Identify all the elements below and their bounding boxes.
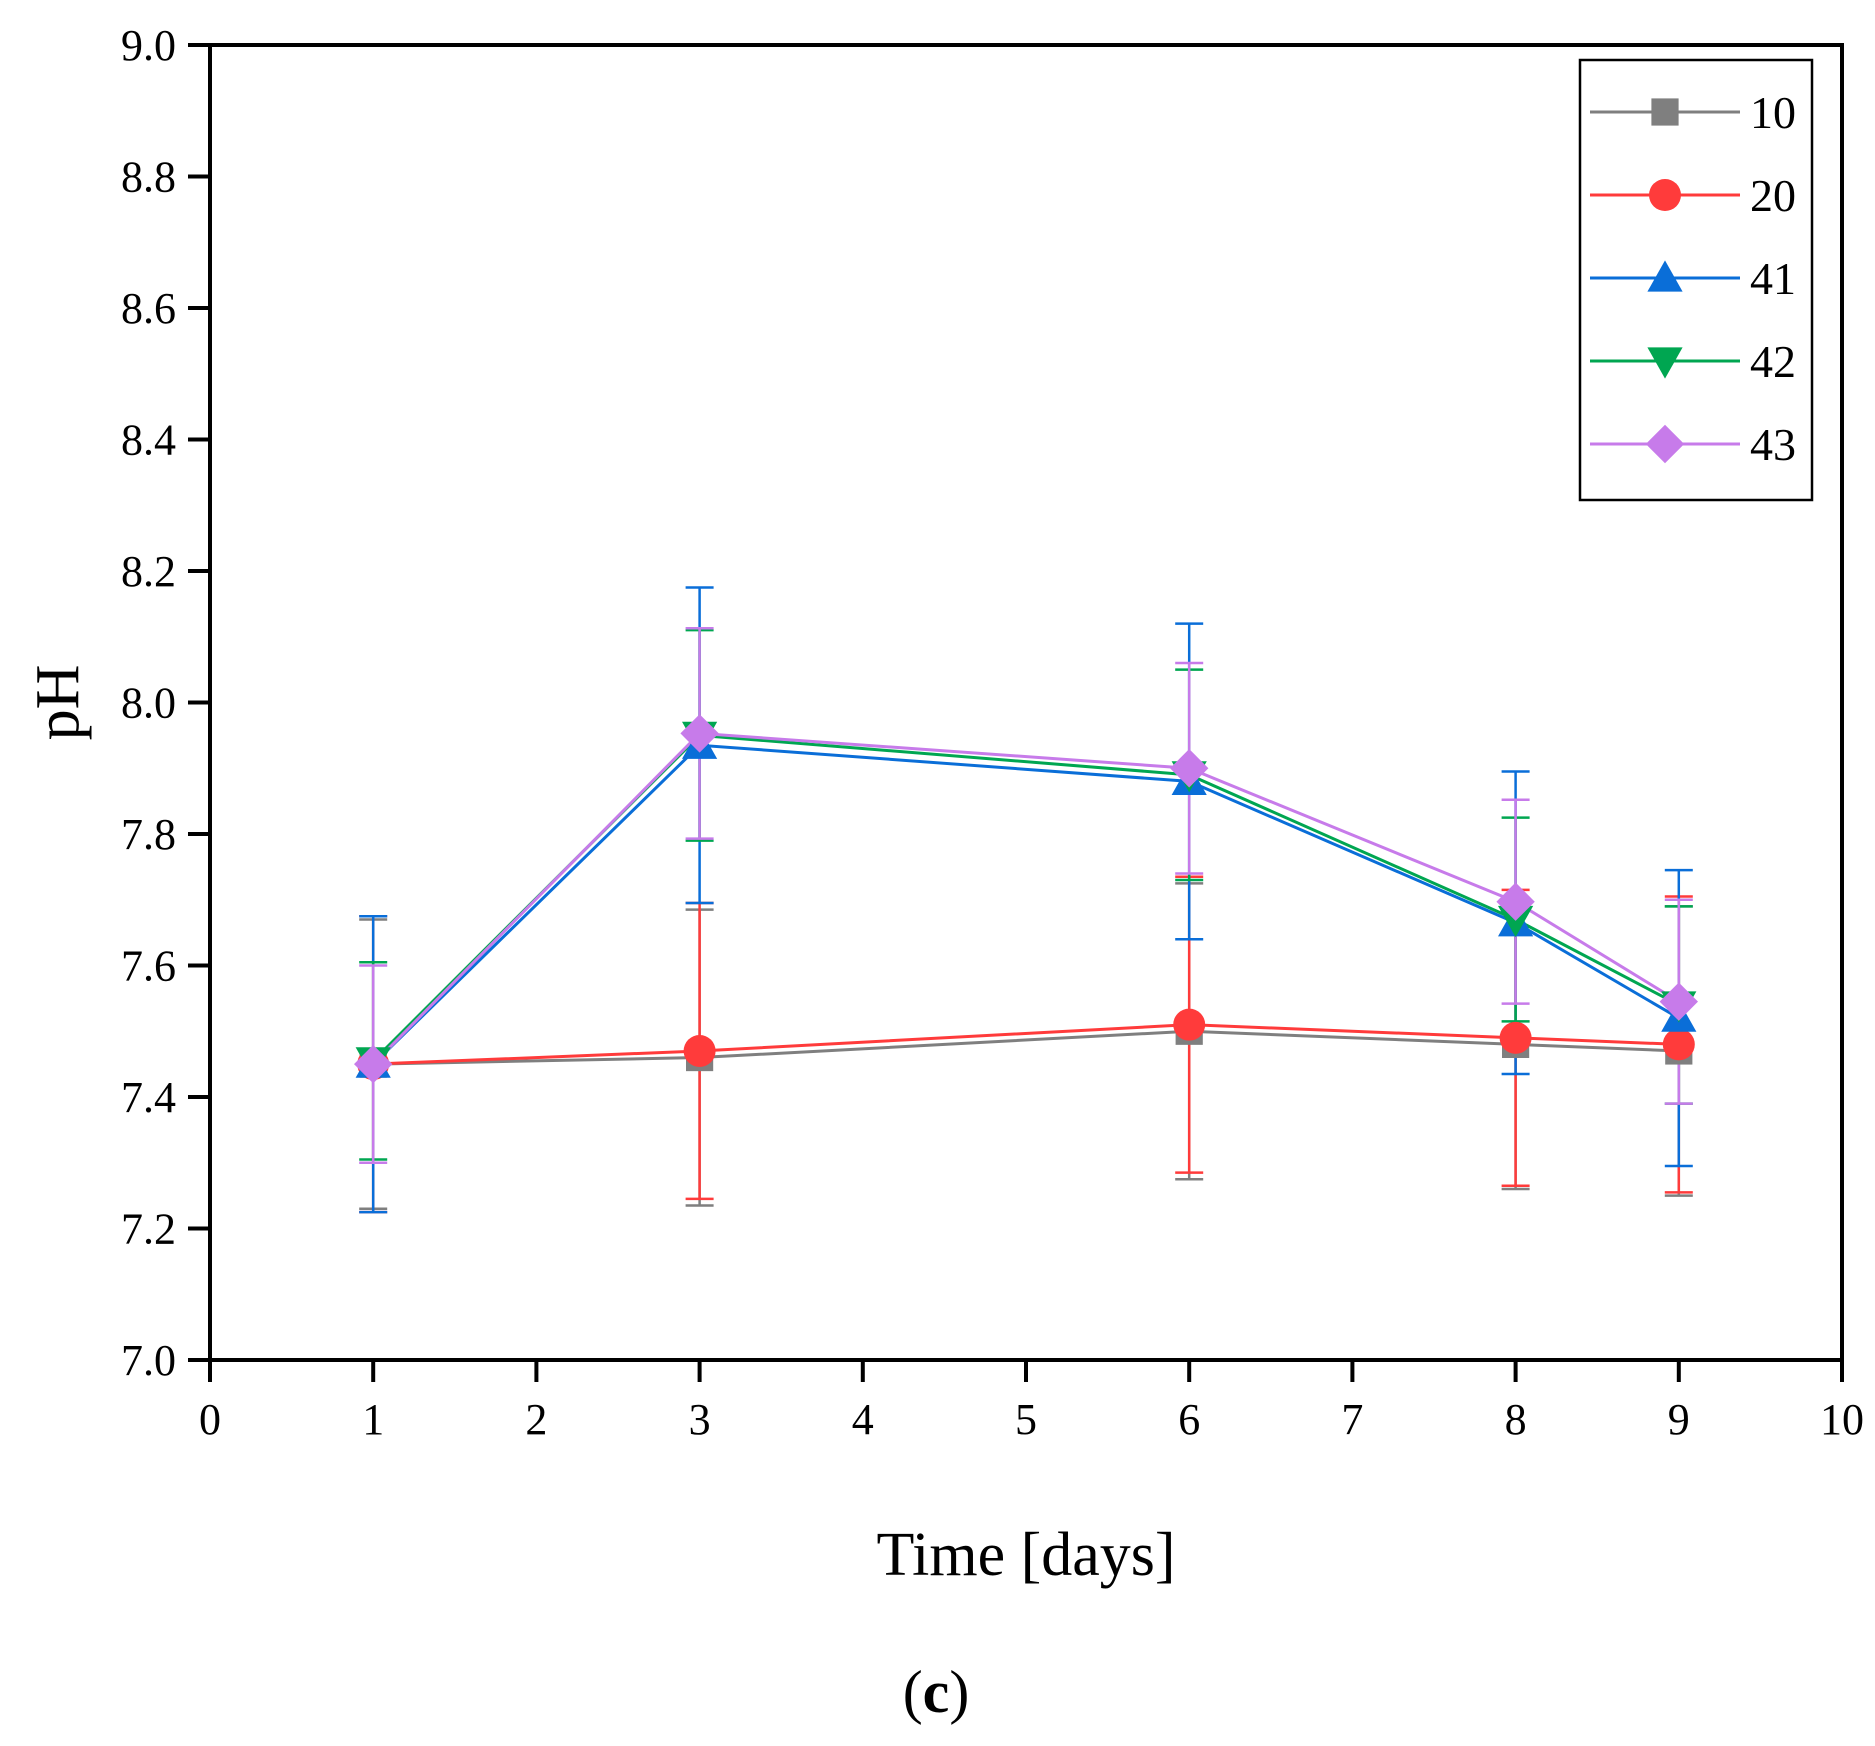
legend-marker-10: [1651, 98, 1679, 126]
y-axis-title: pH: [24, 665, 92, 741]
figure-caption: (c): [903, 1659, 970, 1725]
error-bars: [359, 586, 1693, 1214]
legend-label-20: 20: [1750, 170, 1796, 221]
x-tick-label-8: 8: [1505, 1395, 1527, 1444]
caption-close-paren: ): [949, 1659, 969, 1725]
series-42-line: [372, 733, 1680, 1062]
legend-marker-42: [1647, 347, 1683, 379]
series-43-line: [372, 731, 1680, 1066]
x-tick-label-7: 7: [1341, 1395, 1363, 1444]
series-43-point-1: [354, 1044, 393, 1084]
y-tick-label-8.4: 8.4: [121, 416, 176, 465]
series-43-point-6: [1170, 749, 1209, 788]
series-20-point-9: [1662, 1028, 1695, 1061]
x-tick-label-10: 10: [1820, 1395, 1864, 1444]
y-tick-label-7.8: 7.8: [121, 810, 176, 859]
legend-marker-43: [1645, 424, 1685, 464]
y-tick-label-8.0: 8.0: [121, 679, 176, 728]
x-axis-title: Time [days]: [876, 1521, 1175, 1589]
series-20-point-6: [1173, 1008, 1206, 1041]
series-20-point-8: [1499, 1021, 1532, 1054]
y-tick-label-8.8: 8.8: [121, 153, 176, 202]
series-42-point-8: [1498, 905, 1534, 938]
x-tick-label-9: 9: [1668, 1395, 1690, 1444]
y-tick-label-8.2: 8.2: [121, 547, 176, 596]
x-tick-label-5: 5: [1015, 1395, 1037, 1444]
y-tick-label-7.6: 7.6: [121, 942, 176, 991]
legend-label-10: 10: [1750, 87, 1796, 138]
legend-label-41: 41: [1750, 253, 1796, 304]
caption-open-paren: (: [903, 1659, 923, 1725]
x-tick-label-3: 3: [689, 1395, 711, 1444]
x-tick-label-0: 0: [199, 1395, 221, 1444]
legend-marker-41: [1647, 260, 1683, 292]
series-markers: [354, 714, 1698, 1084]
y-tick-label-7.4: 7.4: [121, 1073, 176, 1122]
x-tick-label-1: 1: [362, 1395, 384, 1444]
caption-letter: c: [923, 1659, 950, 1725]
y-tick-label-9.0: 9.0: [121, 21, 176, 70]
y-tick-label-8.6: 8.6: [121, 284, 176, 333]
series-43-point-8: [1496, 882, 1535, 921]
x-axis-ticks: 0 1 2 3 4 5 6 7 8 9 10: [199, 1360, 1864, 1444]
legend-marker-20: [1649, 179, 1681, 211]
legend-label-42: 42: [1750, 336, 1796, 387]
legend-box: [1578, 58, 1814, 502]
y-axis-ticks: 7.0 7.2 7.4 7.6 7.8 8.0 8.2 8.4 8.6 8.8 9.0: [121, 21, 210, 1385]
x-tick-label-2: 2: [525, 1395, 547, 1444]
legend-label-43: 43: [1750, 419, 1796, 470]
series-20-point-3: [683, 1034, 716, 1067]
y-tick-label-7.0: 7.0: [121, 1336, 176, 1385]
legend: 10 20 41 42 43: [1578, 58, 1814, 502]
x-tick-label-6: 6: [1178, 1395, 1200, 1444]
series-43-point-3: [680, 714, 719, 753]
x-tick-label-4: 4: [852, 1395, 874, 1444]
series-43-point-9: [1659, 982, 1698, 1021]
series-lines: [372, 731, 1680, 1066]
y-tick-label-7.2: 7.2: [121, 1205, 176, 1254]
